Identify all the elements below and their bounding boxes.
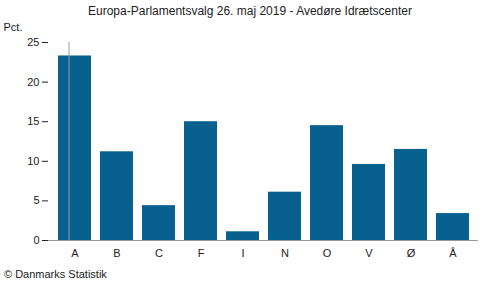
svg-text:N: N (281, 247, 289, 259)
svg-text:C: C (155, 247, 163, 259)
svg-text:Å: Å (449, 247, 457, 259)
svg-text:25: 25 (27, 36, 39, 48)
svg-text:B: B (113, 247, 120, 259)
svg-text:I: I (241, 247, 244, 259)
svg-text:V: V (365, 247, 373, 259)
html-text:Europa-Parlamentsvalg 26. maj: Europa-Parlamentsvalg 26. maj 2019 - Ave… (88, 4, 412, 18)
svg-text:0: 0 (33, 234, 39, 246)
svg-text:20: 20 (27, 76, 39, 88)
svg-text:O: O (323, 247, 332, 259)
svg-text:F: F (198, 247, 205, 259)
svg-text:15: 15 (27, 115, 39, 127)
svg-text:5: 5 (33, 194, 39, 206)
svg-text:Ø: Ø (407, 247, 416, 259)
svg-text:10: 10 (27, 155, 39, 167)
svg-text:Pct.: Pct. (4, 21, 23, 33)
svg-text:A: A (71, 247, 79, 259)
html-text:© Danmarks Statistik: © Danmarks Statistik (4, 268, 107, 280)
